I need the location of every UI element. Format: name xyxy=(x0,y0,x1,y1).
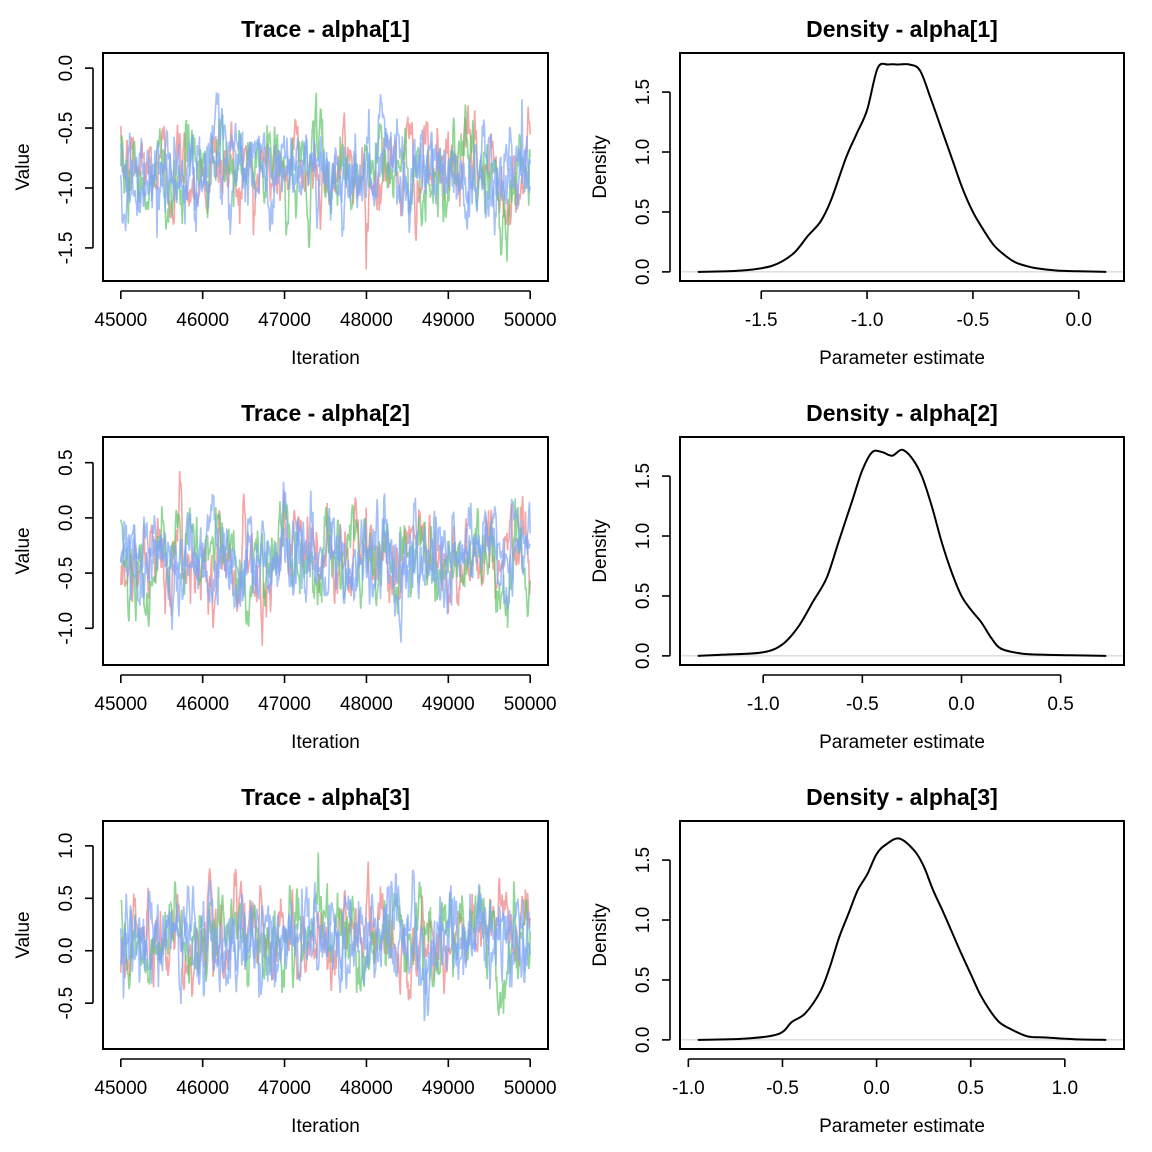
plot-frame xyxy=(102,820,549,1050)
x-tick-label: 48000 xyxy=(340,310,393,331)
y-tick-label: 1.5 xyxy=(633,463,654,489)
x-axis-label: Parameter estimate xyxy=(819,1116,985,1137)
y-tick-label: -0.5 xyxy=(56,987,77,1020)
x-tick-label: 47000 xyxy=(258,694,311,715)
density-curve xyxy=(697,448,1107,657)
plot-frame xyxy=(102,436,549,666)
x-tick-label: 46000 xyxy=(176,694,229,715)
x-tick-label: 50000 xyxy=(504,694,557,715)
x-tick-label: 0.0 xyxy=(863,1078,889,1099)
y-tick-label: -1.5 xyxy=(56,232,77,265)
trace-series-chain2 xyxy=(120,852,531,1016)
y-tick-label: 1.5 xyxy=(633,847,654,873)
y-tick-label: 0.5 xyxy=(633,199,654,225)
y-tick-label: 1.0 xyxy=(633,523,654,549)
y-axis-label: Density xyxy=(590,135,611,199)
x-tick-label: 0.5 xyxy=(957,1078,983,1099)
y-tick-label: 1.5 xyxy=(633,79,654,105)
x-axis-label: Parameter estimate xyxy=(819,732,985,753)
x-tick-label: -1.5 xyxy=(745,310,778,331)
y-tick-label: -0.5 xyxy=(56,557,77,590)
y-tick-label: 0.0 xyxy=(633,643,654,669)
y-tick-label: 1.0 xyxy=(56,833,77,859)
x-tick-label: 50000 xyxy=(504,310,557,331)
x-tick-label: 46000 xyxy=(176,310,229,331)
plot-frame xyxy=(102,52,549,282)
x-tick-label: 49000 xyxy=(422,1078,475,1099)
panel-density-3: Density - alpha[3] Parameter estimate Dens… xyxy=(590,784,1125,1137)
y-tick-label: 0.0 xyxy=(633,1027,654,1053)
x-axis-label: Iteration xyxy=(291,348,360,369)
trace-series-chain4 xyxy=(120,490,531,630)
x-tick-label: 45000 xyxy=(94,1078,147,1099)
y-tick-label: 0.0 xyxy=(56,938,77,964)
x-tick-label: -1.0 xyxy=(672,1078,705,1099)
panel-trace-1: Trace - alpha[1] Iteration Value 45000 46000… xyxy=(13,16,557,369)
panel-trace-3: Trace - alpha[3] Iteration Value 45000 46000… xyxy=(13,784,557,1137)
y-tick-label: -1.0 xyxy=(56,612,77,645)
x-tick-label: 48000 xyxy=(340,694,393,715)
chart-title: Density - alpha[1] xyxy=(806,16,998,42)
y-axis-label: Density xyxy=(590,903,611,967)
x-tick-label: 0.5 xyxy=(1047,694,1073,715)
trace-series-chain4 xyxy=(120,126,531,236)
x-tick-label: 47000 xyxy=(258,1078,311,1099)
y-axis-label: Density xyxy=(590,519,611,583)
y-tick-label: 0.5 xyxy=(56,885,77,911)
trace-series-chain1 xyxy=(120,470,531,646)
x-tick-label: -0.5 xyxy=(846,694,879,715)
y-axis-label: Value xyxy=(13,527,34,574)
trace-series-chain4 xyxy=(120,882,531,997)
x-tick-label: 1.0 xyxy=(1052,1078,1078,1099)
density-curve xyxy=(697,62,1107,273)
x-tick-label: 45000 xyxy=(94,694,147,715)
y-tick-label: 0.5 xyxy=(633,967,654,993)
x-tick-label: 48000 xyxy=(340,1078,393,1099)
x-tick-label: 0.0 xyxy=(948,694,974,715)
x-axis-label: Iteration xyxy=(291,732,360,753)
x-axis-label: Iteration xyxy=(291,1116,360,1137)
y-tick-label: 0.5 xyxy=(633,583,654,609)
x-tick-label: 50000 xyxy=(504,1078,557,1099)
y-axis-label: Value xyxy=(13,143,34,190)
y-tick-label: 0.5 xyxy=(56,449,77,475)
chart-title: Trace - alpha[3] xyxy=(241,784,410,810)
x-tick-label: 47000 xyxy=(258,310,311,331)
plot-frame xyxy=(679,52,1125,282)
plot-frame xyxy=(679,436,1125,666)
x-axis-label: Parameter estimate xyxy=(819,348,985,369)
y-tick-label: -1.0 xyxy=(56,172,77,205)
x-tick-label: 0.0 xyxy=(1066,310,1092,331)
chart-title: Trace - alpha[2] xyxy=(241,400,410,426)
y-tick-label: 0.0 xyxy=(56,505,77,531)
panel-density-2: Density - alpha[2] Parameter estimate Dens… xyxy=(590,400,1125,753)
x-tick-label: -0.5 xyxy=(766,1078,799,1099)
y-tick-label: 1.0 xyxy=(633,907,654,933)
panel-density-1: Density - alpha[1] Parameter estimate Dens… xyxy=(590,16,1125,369)
y-tick-label: 1.0 xyxy=(633,139,654,165)
y-axis-label: Value xyxy=(13,911,34,958)
y-tick-label: -0.5 xyxy=(56,112,77,145)
y-tick-label: 0.0 xyxy=(633,259,654,285)
panel-trace-2: Trace - alpha[2] Iteration Value 45000 46000… xyxy=(13,400,557,753)
plot-frame xyxy=(679,820,1125,1050)
chart-title: Density - alpha[3] xyxy=(806,784,998,810)
x-tick-label: -0.5 xyxy=(957,310,990,331)
density-curve xyxy=(697,837,1107,1041)
y-tick-label: 0.0 xyxy=(56,55,77,81)
trace-series-chain2 xyxy=(120,498,531,629)
chart-title: Density - alpha[2] xyxy=(806,400,998,426)
chart-title: Trace - alpha[1] xyxy=(241,16,410,42)
x-tick-label: 49000 xyxy=(422,694,475,715)
x-tick-label: -1.0 xyxy=(851,310,884,331)
x-tick-label: 46000 xyxy=(176,1078,229,1099)
x-tick-label: 49000 xyxy=(422,310,475,331)
x-tick-label: -1.0 xyxy=(747,694,780,715)
trace-series-chain2 xyxy=(120,92,531,262)
x-tick-label: 45000 xyxy=(94,310,147,331)
